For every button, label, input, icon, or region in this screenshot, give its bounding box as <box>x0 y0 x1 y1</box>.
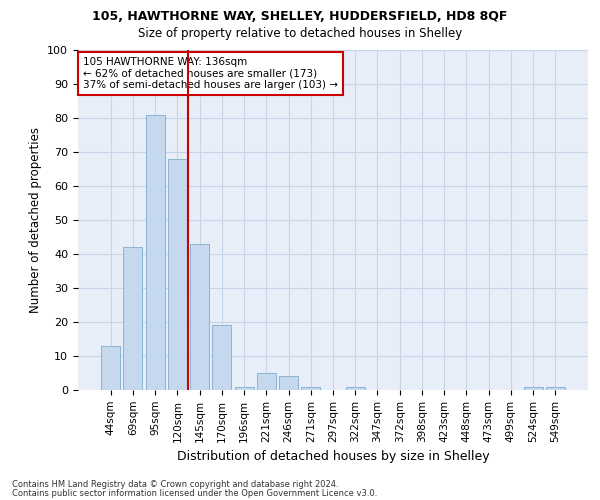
Bar <box>279 376 298 390</box>
X-axis label: Distribution of detached houses by size in Shelley: Distribution of detached houses by size … <box>176 450 490 463</box>
Text: Contains public sector information licensed under the Open Government Licence v3: Contains public sector information licen… <box>12 489 377 498</box>
Bar <box>524 386 542 390</box>
Bar <box>124 247 142 390</box>
Bar <box>168 159 187 390</box>
Y-axis label: Number of detached properties: Number of detached properties <box>29 127 42 313</box>
Text: 105 HAWTHORNE WAY: 136sqm
← 62% of detached houses are smaller (173)
37% of semi: 105 HAWTHORNE WAY: 136sqm ← 62% of detac… <box>83 57 338 90</box>
Text: Size of property relative to detached houses in Shelley: Size of property relative to detached ho… <box>138 28 462 40</box>
Bar <box>546 386 565 390</box>
Bar <box>101 346 120 390</box>
Text: 105, HAWTHORNE WAY, SHELLEY, HUDDERSFIELD, HD8 8QF: 105, HAWTHORNE WAY, SHELLEY, HUDDERSFIEL… <box>92 10 508 23</box>
Bar <box>235 386 254 390</box>
Bar <box>190 244 209 390</box>
Bar <box>257 373 276 390</box>
Bar <box>146 114 164 390</box>
Text: Contains HM Land Registry data © Crown copyright and database right 2024.: Contains HM Land Registry data © Crown c… <box>12 480 338 489</box>
Bar <box>212 326 231 390</box>
Bar <box>301 386 320 390</box>
Bar <box>346 386 365 390</box>
